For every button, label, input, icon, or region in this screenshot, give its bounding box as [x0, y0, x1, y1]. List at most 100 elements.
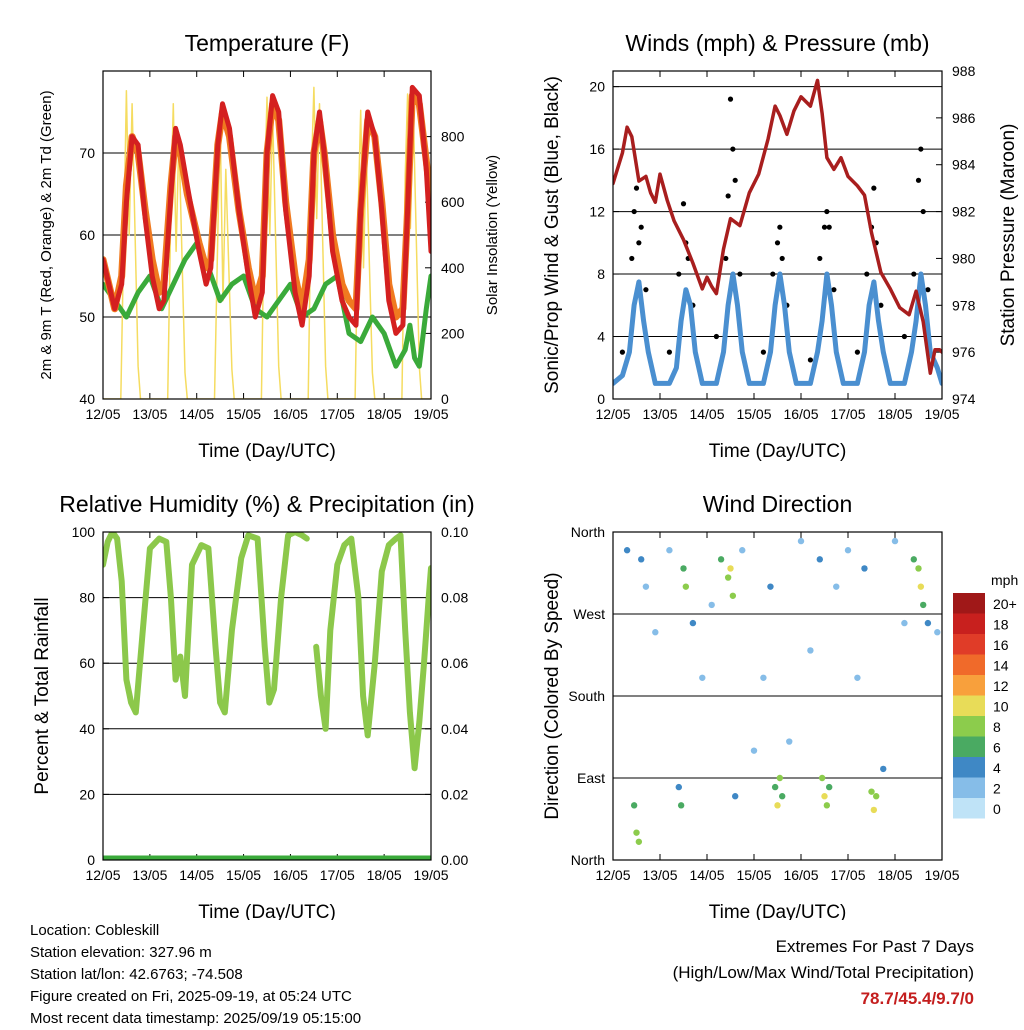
gust-point: [920, 208, 926, 215]
direction-point: [797, 537, 805, 545]
gust-point: [723, 255, 729, 262]
legend-swatch: [953, 736, 985, 757]
data-timestamp: Most recent data timestamp: 2025/09/19 0…: [30, 1010, 362, 1027]
y2-tick-label: 986: [952, 110, 976, 126]
x-tick-label: 12/05: [85, 406, 120, 422]
rh-line: [103, 532, 310, 716]
y-tick-label: 50: [79, 309, 95, 325]
gust-point: [666, 349, 673, 355]
legend-label: 12: [993, 678, 1009, 694]
y-tick-label: 20: [79, 786, 95, 802]
y2-tick-label: 976: [952, 344, 976, 360]
gust-point: [878, 302, 884, 308]
station-latlon: Station lat/lon: 42.6763; -74.508: [30, 966, 243, 983]
gust-point: [760, 349, 767, 355]
rh-ylabel: Percent & Total Rainfall: [32, 597, 53, 794]
station-info: Location: Cobleskill Station elevation: …: [30, 920, 361, 1030]
gust-point: [629, 255, 635, 262]
direction-point: [633, 829, 640, 836]
direction-point: [727, 565, 734, 572]
legend-label: 8: [993, 719, 1001, 735]
gust-point: [817, 255, 823, 262]
y2-tick-label: 0.02: [441, 786, 468, 802]
gust-point: [774, 240, 781, 246]
legend-label: 2: [993, 781, 1001, 797]
temperature-title: Temperature (F): [185, 30, 350, 56]
direction-point: [873, 793, 880, 800]
legend-label: 4: [993, 760, 1001, 776]
x-tick-label: 13/05: [132, 406, 167, 422]
x-tick-label: 15/05: [736, 867, 771, 883]
legend-label: 6: [993, 740, 1001, 756]
x-tick-label: 16/05: [273, 867, 308, 883]
rh-xlabel: Time (Day/UTC): [198, 902, 336, 920]
direction-point: [750, 747, 758, 754]
x-tick-label: 13/05: [642, 406, 677, 422]
direction-point: [934, 629, 941, 636]
direction-point: [844, 547, 852, 554]
gust-point: [854, 349, 861, 355]
direction-point: [917, 583, 925, 590]
direction-point: [642, 583, 650, 590]
direction-point: [915, 565, 922, 572]
winds-panel: Winds (mph) & Pressure (mb) Time (Day/UTC…: [542, 30, 1019, 462]
winds-frame: [612, 70, 943, 400]
x-tick-label: 19/05: [413, 406, 448, 422]
gust-point: [676, 271, 682, 277]
direction-point: [638, 556, 645, 563]
x-tick-label: 12/05: [595, 406, 630, 422]
y-tick-label: 8: [597, 266, 605, 282]
y2-tick-label: 0.08: [441, 590, 468, 606]
legend-swatch: [953, 613, 985, 634]
direction-point: [910, 556, 917, 563]
gust-point: [770, 271, 776, 277]
direction-point: [816, 556, 823, 563]
x-tick-label: 15/05: [736, 406, 771, 422]
legend-title: mph: [991, 572, 1018, 588]
gust-point: [631, 208, 637, 215]
y-tick-label: 70: [79, 145, 95, 161]
winds-xlabel: Time (Day/UTC): [709, 441, 847, 462]
x-tick-label: 15/05: [226, 867, 261, 883]
wind_direction-xlabel: Time (Day/UTC): [709, 902, 847, 920]
y2-tick-label: 600: [441, 194, 465, 210]
direction-point: [635, 838, 643, 845]
x-tick-label: 17/05: [320, 406, 355, 422]
y-tick-label: 16: [589, 141, 605, 157]
x-tick-label: 12/05: [85, 867, 120, 883]
gust-point: [777, 224, 783, 230]
y2-tick-label: 978: [952, 297, 976, 313]
gust-point: [727, 96, 734, 102]
gust-point: [680, 201, 687, 207]
winds-plot-area: [613, 78, 942, 386]
y2-tick-label: 982: [952, 204, 976, 220]
y2-tick-label: 0.10: [441, 524, 468, 540]
y-tick-label: 80: [79, 590, 95, 606]
gust-point: [638, 224, 644, 230]
temperature-ylabel: 2m & 9m T (Red, Orange) & 2m Td (Green): [38, 90, 55, 379]
gust-point: [725, 193, 731, 199]
extremes-subtitle: (High/Low/Max Wind/Total Precipitation): [672, 963, 974, 982]
direction-point: [767, 583, 774, 590]
direction-point: [682, 583, 690, 590]
y2-tick-label: 200: [441, 325, 465, 341]
x-tick-label: 14/05: [689, 406, 724, 422]
wind_direction-ylabel: Direction (Colored By Speed): [542, 572, 563, 819]
direction-point: [833, 583, 840, 590]
legend-label: 14: [993, 658, 1009, 674]
x-tick-label: 15/05: [226, 406, 261, 422]
x-tick-label: 16/05: [783, 867, 818, 883]
gust-point: [713, 333, 720, 340]
wind_direction-panel: Wind Direction Time (Day/UTC) Direction (C…: [542, 491, 1018, 920]
rh-frame: [102, 531, 432, 861]
temperature-plot-area: [103, 84, 431, 399]
gust-point: [911, 271, 917, 277]
y2-tick-label: 988: [952, 63, 976, 79]
rh-panel: Relative Humidity (%) & Precipitation (i…: [32, 491, 475, 920]
legend-swatch: [953, 757, 985, 778]
legend-label: 16: [993, 637, 1009, 653]
y2-tick-label: 800: [441, 129, 465, 145]
x-tick-label: 18/05: [367, 406, 402, 422]
direction-point: [821, 793, 828, 800]
legend-swatch: [953, 593, 985, 614]
